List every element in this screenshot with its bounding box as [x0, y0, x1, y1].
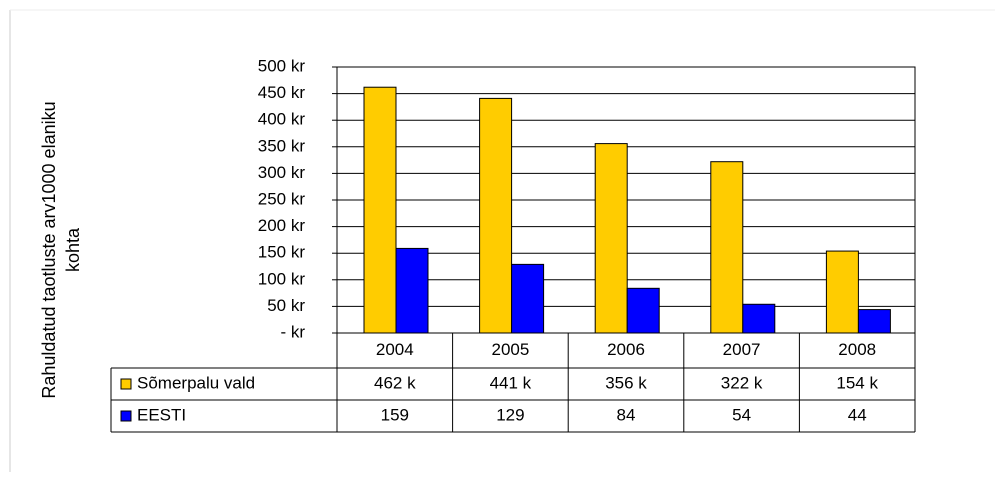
- table-value: 84: [617, 405, 636, 424]
- legend-key: [120, 378, 132, 390]
- table-value: 322 k: [721, 373, 763, 392]
- legend-key: [120, 410, 132, 422]
- table-value: 129: [496, 405, 524, 424]
- bar: [363, 86, 397, 334]
- y-axis-label-line: kohta: [63, 227, 83, 272]
- table-value: 44: [848, 405, 867, 424]
- bar: [594, 143, 628, 334]
- y-axis-label: Rahuldatud taotluste arv1000 elaniku koh…: [39, 101, 83, 398]
- y-tick-label: 250 kr: [258, 189, 306, 208]
- x-tick-label: 2007: [723, 340, 761, 359]
- table-value: 462 k: [374, 373, 416, 392]
- bar: [825, 250, 859, 334]
- y-tick-label: 200 kr: [258, 216, 306, 235]
- table-value: 154 k: [836, 373, 878, 392]
- y-tick-label: - kr: [280, 322, 305, 341]
- y-tick-label: 350 kr: [258, 136, 306, 155]
- y-tick-label: 100 kr: [258, 269, 306, 288]
- x-tick-label: 2005: [491, 340, 529, 359]
- bar: [511, 263, 545, 334]
- table-value: 54: [732, 405, 751, 424]
- x-tick-label: 2006: [607, 340, 645, 359]
- y-tick-label: 300 kr: [258, 163, 306, 182]
- table-value: 441 k: [490, 373, 532, 392]
- table-value: 159: [381, 405, 409, 424]
- bar: [857, 309, 891, 334]
- y-tick-label: 450 kr: [258, 83, 306, 102]
- y-tick-label: 150 kr: [258, 243, 306, 262]
- bar: [395, 247, 429, 334]
- legend-label: Sõmerpalu vald: [137, 373, 255, 392]
- bar: [710, 161, 744, 334]
- bar: [479, 97, 513, 334]
- y-tick-label: 400 kr: [258, 110, 306, 129]
- legend-label: EESTI: [137, 405, 186, 424]
- y-tick-label: 500 kr: [258, 56, 306, 75]
- y-tick-label: 50 kr: [267, 296, 305, 315]
- y-axis-label-line: Rahuldatud taotluste arv1000 elaniku: [39, 101, 59, 398]
- bar: [626, 287, 660, 334]
- x-tick-label: 2008: [838, 340, 876, 359]
- bar: [742, 303, 776, 334]
- table-value: 356 k: [605, 373, 647, 392]
- x-tick-label: 2004: [376, 340, 414, 359]
